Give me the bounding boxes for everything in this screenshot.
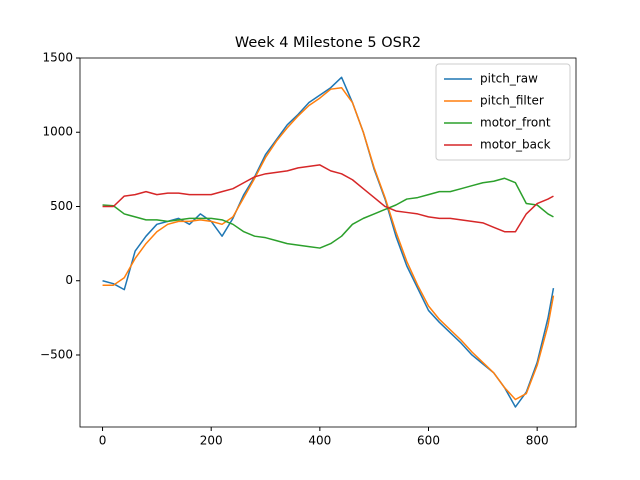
legend: pitch_raw pitch_filter motor_front motor_ba… — [435, 63, 571, 161]
x-tick-label: 200 — [200, 434, 223, 448]
x-tick-label: 0 — [99, 434, 107, 448]
x-tick-label: 600 — [417, 434, 440, 448]
line-series — [102, 177, 554, 249]
plot-frame — [79, 57, 577, 428]
line-series — [102, 164, 554, 233]
legend-label: pitch_raw — [480, 72, 538, 86]
y-tick-label: −500 — [40, 347, 73, 361]
y-tick-label: 0 — [65, 273, 73, 287]
line-series — [102, 76, 555, 408]
legend-label: motor_front — [480, 116, 551, 130]
y-tick-label: 1500 — [42, 51, 73, 65]
legend-label: pitch_filter — [480, 94, 544, 108]
y-tick-label: 1000 — [42, 125, 73, 139]
legend-box — [435, 63, 571, 161]
x-tick-label: 400 — [308, 434, 331, 448]
legend-label: motor_back — [480, 138, 551, 152]
chart-title: Week 4 Milestone 5 OSR2 — [235, 35, 421, 51]
line-series — [102, 86, 555, 401]
y-tick-label: 500 — [50, 199, 73, 213]
x-tick-label: 800 — [526, 434, 549, 448]
